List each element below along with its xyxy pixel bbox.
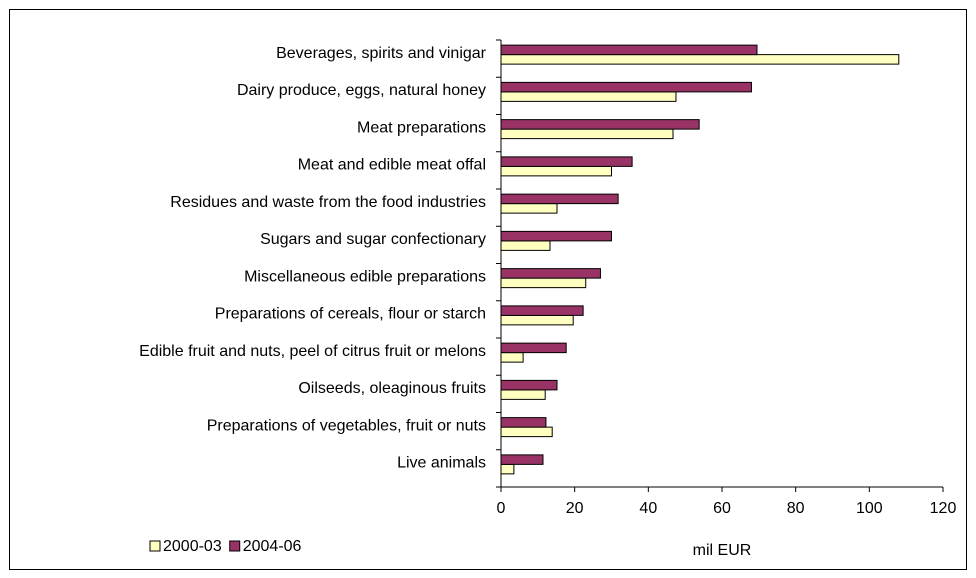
legend-swatch — [229, 540, 241, 552]
x-tick-label: 20 — [566, 500, 584, 517]
y-tick-label: Live animals — [397, 455, 486, 472]
bar — [500, 417, 547, 428]
x-tick-label: 100 — [856, 500, 883, 517]
y-tick-label: Miscellaneous edible preparations — [244, 268, 486, 285]
y-tick-label: Meat preparations — [357, 119, 486, 136]
y-tick-label: Preparations of vegetables, fruit or nut… — [207, 417, 486, 434]
legend-label: 2000-03 — [163, 538, 222, 555]
bar — [500, 305, 584, 316]
bar — [500, 463, 515, 475]
bar — [500, 426, 553, 438]
bar — [500, 193, 619, 205]
y-tick-label: Residues and waste from the food industr… — [170, 194, 486, 211]
bar — [500, 277, 587, 289]
bar — [500, 119, 700, 130]
x-tick-label: 80 — [787, 500, 805, 517]
y-tick-label: Meat and edible meat offal — [298, 157, 486, 174]
y-tick-label: Beverages, spirits and vinigar — [276, 45, 487, 62]
bar — [500, 128, 674, 140]
bar — [500, 352, 524, 363]
bar — [500, 91, 677, 102]
bar — [500, 54, 900, 65]
legend-swatch — [149, 540, 161, 552]
x-tick-label: 60 — [713, 500, 731, 517]
bar — [500, 454, 544, 465]
bar — [500, 156, 633, 167]
bar — [500, 240, 551, 251]
bar — [500, 268, 601, 279]
bar — [500, 389, 546, 400]
y-tick-label: Sugars and sugar confectionary — [260, 231, 486, 248]
y-tick-label: Edible fruit and nuts, peel of citrus fr… — [139, 343, 486, 360]
y-tick-label: Preparations of cereals, flour or starch — [215, 306, 486, 323]
bar — [500, 203, 558, 214]
bar — [500, 230, 612, 242]
bar — [500, 165, 612, 177]
bar — [500, 314, 574, 326]
bar — [500, 81, 752, 93]
x-tick-label: 0 — [497, 500, 506, 517]
x-tick-label: 120 — [930, 500, 957, 517]
frame — [9, 9, 967, 570]
legend-label: 2004-06 — [243, 538, 302, 555]
bar — [500, 379, 558, 391]
bar — [500, 44, 758, 56]
y-tick-label: Dairy produce, eggs, natural honey — [237, 82, 486, 99]
x-tick-label: 40 — [639, 500, 657, 517]
bar — [500, 342, 567, 354]
x-axis-label: mil EUR — [693, 542, 752, 559]
y-tick-label: Oilseeds, oleaginous fruits — [298, 380, 486, 397]
